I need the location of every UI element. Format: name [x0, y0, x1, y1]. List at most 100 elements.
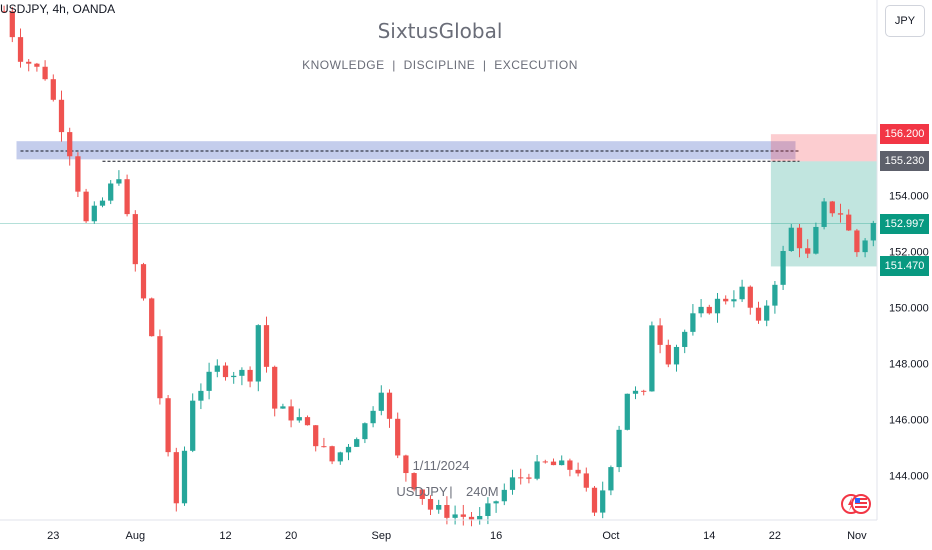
candle-body — [550, 461, 557, 466]
candle-body — [731, 299, 737, 302]
candle-body — [657, 325, 663, 345]
candle-body — [600, 490, 606, 513]
zones-layer — [0, 134, 877, 267]
candle-body — [477, 515, 483, 520]
svg-text:|: | — [449, 484, 452, 499]
candle-body — [280, 406, 286, 409]
candles-layer — [1, 5, 876, 527]
candle-body — [436, 505, 442, 510]
candle-body — [165, 398, 171, 453]
candle-body — [682, 331, 688, 347]
x-tick-label: Sep — [372, 530, 392, 542]
candle-body — [99, 200, 106, 206]
candle-body — [395, 418, 401, 456]
candle-body — [427, 498, 434, 510]
x-tick-label: 14 — [703, 530, 715, 542]
candle-body — [444, 505, 450, 518]
candle-body — [485, 503, 491, 516]
candle-body — [1, 11, 7, 13]
candle-body — [608, 467, 614, 491]
tradingview-logo-icon[interactable] — [838, 487, 872, 521]
candle-body — [706, 306, 712, 314]
x-tick-label: Oct — [602, 530, 619, 542]
candle-body — [288, 406, 294, 421]
candle-body — [239, 369, 245, 376]
candle-body — [157, 336, 163, 399]
x-tick-label: 23 — [47, 530, 59, 542]
candle-body — [805, 248, 811, 254]
candle-body — [518, 477, 524, 479]
watermark-group: SixtusGlobal KNOWLEDGE | DISCIPLINE | EX… — [302, 19, 577, 72]
candle-body — [870, 222, 876, 241]
candle-body — [206, 371, 212, 391]
candle-body — [26, 61, 32, 64]
symbol-legend[interactable]: USDJPY, 4h, OANDA — [0, 2, 116, 16]
candle-body — [764, 305, 770, 321]
candle-body — [263, 325, 270, 367]
candle-body — [222, 365, 229, 378]
currency-button[interactable]: JPY — [885, 5, 925, 37]
candle-body — [788, 227, 794, 252]
supply-zone — [16, 141, 796, 160]
target-price-tag: 151.470 — [880, 256, 929, 277]
stop-loss-zone — [770, 134, 877, 162]
y-tick-label: 150.000 — [889, 303, 929, 315]
candle-body — [624, 393, 630, 430]
candle-body — [813, 226, 819, 254]
candle-body — [67, 132, 73, 157]
candle-body — [91, 205, 97, 222]
stop-price-tag: 156.200 — [880, 124, 929, 145]
candle-body — [140, 264, 147, 299]
candle-body — [714, 298, 721, 314]
candle-body — [403, 455, 409, 474]
candle-body — [739, 286, 745, 300]
candle-body — [9, 11, 15, 38]
candle-body — [296, 417, 302, 421]
y-tick-label: 152.000 — [889, 247, 929, 259]
candle-body — [542, 461, 548, 463]
candle-body — [255, 325, 261, 382]
x-tick-label: 12 — [219, 530, 231, 542]
candle-body — [42, 66, 48, 80]
candle-body — [673, 346, 680, 365]
y-tick-label: 146.000 — [889, 414, 929, 426]
candle-body — [378, 392, 384, 411]
candle-body — [468, 516, 475, 520]
y-tick-label: 154.000 — [889, 191, 929, 203]
candle-body — [370, 410, 376, 424]
candle-body — [575, 469, 581, 474]
candle-body — [526, 477, 532, 479]
candle-body — [386, 392, 393, 419]
candle-body — [747, 286, 753, 308]
candle-body — [321, 446, 327, 448]
y-tick-label: 144.000 — [889, 470, 929, 482]
candle-body — [837, 213, 844, 215]
candle-body — [846, 214, 852, 231]
candle-body — [796, 227, 803, 249]
candle-body — [345, 446, 352, 453]
candle-body — [75, 156, 81, 192]
candle-body — [411, 473, 417, 490]
entry-price-tag: 155.230 — [880, 151, 929, 172]
candle-body — [231, 375, 237, 378]
candle-body — [665, 344, 671, 365]
candle-body — [501, 489, 507, 502]
candle-body — [493, 501, 499, 504]
candle-body — [362, 423, 368, 440]
candle-body — [272, 366, 278, 409]
candle-body — [58, 99, 65, 133]
candle-body — [591, 487, 598, 513]
candle-body — [690, 313, 696, 332]
candle-body — [755, 307, 762, 321]
candle-body — [132, 214, 138, 265]
candle-body — [460, 514, 466, 517]
watermark-date: 1/11/2024 — [413, 458, 470, 473]
overlay-layer: 1/11/2024 USDJPY | 240M — [396, 458, 498, 499]
candle-body — [509, 477, 516, 490]
candle-body — [337, 452, 343, 462]
x-tick-label: 16 — [490, 530, 502, 542]
candle-body — [116, 179, 122, 184]
candle-body — [173, 452, 179, 504]
watermark-symbol: USDJPY — [396, 484, 448, 499]
